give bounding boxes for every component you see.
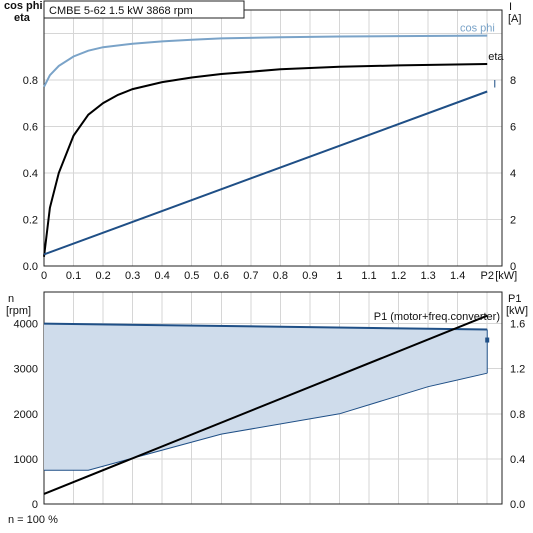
cosphi-label: cos phi bbox=[460, 23, 495, 35]
x-tick-label: 0.9 bbox=[302, 270, 317, 282]
top-right-tick-label: 4 bbox=[510, 168, 516, 180]
bottom-left-axis-unit: [rpm] bbox=[6, 305, 31, 317]
x-tick-label: 1.1 bbox=[361, 270, 376, 282]
x-tick-label: 0 bbox=[41, 270, 47, 282]
x-tick-label: P2 bbox=[480, 270, 493, 282]
bottom-right-tick-label: 0.4 bbox=[510, 454, 525, 466]
bottom-left-tick-label: 3000 bbox=[14, 364, 38, 376]
bottom-left-tick-label: 2000 bbox=[14, 409, 38, 421]
x-tick-label: 1.4 bbox=[450, 270, 465, 282]
top-left-tick-label: 0.2 bbox=[23, 214, 38, 226]
x-tick-label: 0.6 bbox=[214, 270, 229, 282]
x-tick-label: 1.2 bbox=[391, 270, 406, 282]
top-right-tick-label: 8 bbox=[510, 75, 516, 87]
x-tick-label: 1 bbox=[336, 270, 342, 282]
top-left-tick-label: 0.6 bbox=[23, 121, 38, 133]
top-left-tick-label: 0.8 bbox=[23, 75, 38, 87]
top-left-axis-label-2: eta bbox=[14, 12, 31, 24]
cosphi-line bbox=[43, 34, 488, 88]
x-tick-label: 0.1 bbox=[66, 270, 81, 282]
top-right-tick-label: 0 bbox=[510, 261, 516, 273]
min-speed-line bbox=[44, 372, 488, 471]
x-tick-label: 0.2 bbox=[95, 270, 110, 282]
top-left-axis-label: cos phi bbox=[4, 0, 43, 12]
x-tick-label: 0.5 bbox=[184, 270, 199, 282]
top-left-tick-label: 0.4 bbox=[23, 168, 38, 180]
bottom-left-tick-label: 1000 bbox=[14, 454, 38, 466]
max-speed-line bbox=[43, 322, 488, 331]
bottom-right-tick-label: 1.2 bbox=[510, 364, 525, 376]
top-right-axis-label: I bbox=[509, 1, 512, 13]
bottom-right-tick-label: 1.6 bbox=[510, 319, 525, 331]
x-tick-label: 0.7 bbox=[243, 270, 258, 282]
current-line bbox=[43, 90, 488, 256]
operating-point-marker bbox=[485, 337, 490, 343]
x-unit-label: [kW] bbox=[495, 270, 517, 282]
bottom-right-tick-label: 0.8 bbox=[510, 409, 525, 421]
bottom-right-axis-unit: [kW] bbox=[506, 305, 528, 317]
bottom-right-tick-label: 0.0 bbox=[510, 499, 525, 511]
eta-line bbox=[43, 63, 488, 257]
top-right-tick-label: 2 bbox=[510, 214, 516, 226]
top-right-axis-unit: [A] bbox=[508, 13, 521, 25]
p1-label: P1 (motor+freq.converter) bbox=[374, 311, 500, 323]
speed-range-area bbox=[44, 323, 488, 471]
bottom-left-tick-label: 4000 bbox=[14, 319, 38, 331]
chart-title: CMBE 5-62 1.5 kW 3868 rpm bbox=[49, 5, 193, 17]
x-tick-label: 0.8 bbox=[273, 270, 288, 282]
top-right-tick-label: 6 bbox=[510, 121, 516, 133]
top-left-tick-label: 0.0 bbox=[23, 261, 38, 273]
bottom-left-tick-label: 0 bbox=[32, 499, 38, 511]
x-tick-label: 0.3 bbox=[125, 270, 140, 282]
top-plot-frame bbox=[43, 9, 503, 267]
bottom-left-axis-label: n bbox=[8, 293, 14, 305]
speed-note: n = 100 % bbox=[8, 514, 58, 526]
p1-line bbox=[43, 314, 488, 495]
bottom-right-axis-label: P1 bbox=[508, 293, 521, 305]
x-tick-label: 1.3 bbox=[420, 270, 435, 282]
x-tick-label: 0.4 bbox=[155, 270, 170, 282]
current-label: I bbox=[493, 78, 496, 90]
title-box-frame bbox=[43, 0, 245, 19]
eta-label: eta bbox=[488, 51, 504, 63]
